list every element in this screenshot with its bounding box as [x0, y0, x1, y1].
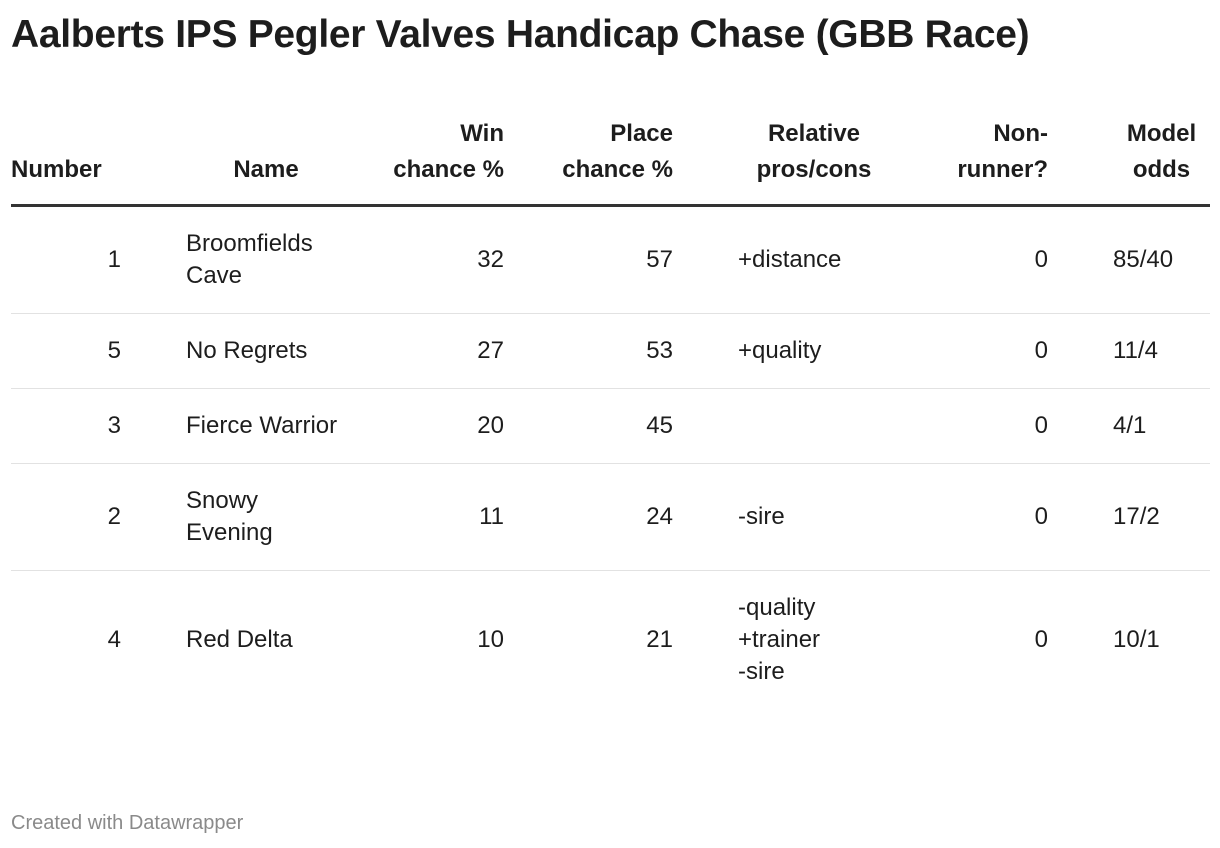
- table-row: 5 No Regrets 27 53 +quality 0 11/4: [11, 313, 1210, 389]
- table-cell: 10: [477, 626, 504, 653]
- table-cell: +quality: [673, 313, 900, 389]
- table-cell: -sire: [673, 463, 900, 571]
- column-header: Relative pros/cons: [673, 116, 900, 207]
- table-cell: 0: [900, 313, 1048, 389]
- table-cell: Red Delta: [186, 626, 293, 653]
- column-header: Model odds: [1048, 116, 1210, 207]
- table-cell: 53: [504, 313, 673, 389]
- credit: Created with Datawrapper: [11, 812, 244, 834]
- table-cell: 0: [1034, 626, 1048, 653]
- column-header: Name: [186, 116, 370, 207]
- table-cell: 17/2: [1048, 463, 1210, 571]
- table-cell: Fierce Warrior: [186, 388, 370, 464]
- table-cell: Broomfields Cave: [186, 205, 370, 314]
- table-row: 3 Fierce Warrior 20 45 0 4/1: [11, 388, 1210, 464]
- table-cell: 11/4: [1048, 313, 1210, 389]
- table-cell: 0: [900, 205, 1048, 314]
- table-cell: 21: [646, 626, 673, 653]
- table-cell: -quality +trainer -sire: [738, 594, 821, 685]
- table-cell: No Regrets: [186, 313, 370, 389]
- table-row: 4 Red Delta 10 21 -quality +trainer -sire 0 10…: [11, 571, 1210, 710]
- table-cell: 27: [370, 313, 504, 389]
- table-cell: 57: [504, 205, 673, 314]
- odds-table: Number Name Win chance % Place chance % Rela…: [11, 116, 1210, 709]
- title: Aalberts IPS Pegler Valves Handicap Chas…: [11, 13, 1030, 56]
- header-row: Number Name Win chance % Place chance % Rela…: [11, 116, 1210, 207]
- table-head: Number Name Win chance % Place chance % Rela…: [11, 116, 1210, 207]
- table-cell: 24: [504, 463, 673, 571]
- table-cell: 0: [900, 463, 1048, 571]
- table-cell: 32: [370, 205, 504, 314]
- table-cell: 45: [504, 388, 673, 464]
- table-cell: 4: [107, 626, 121, 653]
- table-cell: +distance: [673, 205, 900, 314]
- column-header: Non-runner?: [900, 116, 1048, 207]
- table-row: 1 Broomfields Cave 32 57 +distance 0 85/40: [11, 205, 1210, 314]
- table-cell: 4/1: [1048, 388, 1210, 464]
- table-cell: 0: [900, 388, 1048, 464]
- table-cell: 1: [11, 205, 186, 314]
- table-row: 2 Snowy Evening 11 24 -sire 0 17/2: [11, 463, 1210, 571]
- table-cell: 11: [370, 463, 504, 571]
- table-cell: 5: [11, 313, 186, 389]
- table-body: 1 Broomfields Cave 32 57 +distance 0 85/40 5 No …: [11, 205, 1210, 710]
- table-cell: Snowy Evening: [186, 463, 370, 571]
- column-header: Place chance %: [504, 116, 673, 207]
- table-cell: 20: [370, 388, 504, 464]
- table-cell: 85/40: [1048, 205, 1210, 314]
- table-cell: [673, 388, 900, 464]
- column-header: Number: [11, 116, 186, 207]
- table-cell: 10/1: [1113, 626, 1160, 653]
- table-cell: 3: [11, 388, 186, 464]
- table-cell: 2: [11, 463, 186, 571]
- column-header: Win chance %: [370, 116, 504, 207]
